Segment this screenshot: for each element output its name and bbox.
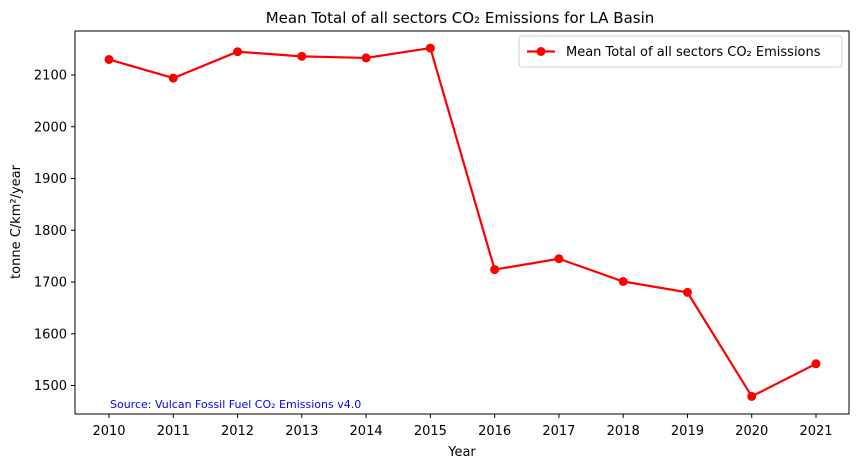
x-tick-label: 2016 [478,424,511,439]
data-point [168,73,178,83]
data-point [361,53,371,63]
x-tick-label: 2013 [285,424,318,439]
legend-marker-icon [536,47,546,56]
chart-title: Mean Total of all sectors CO₂ Emissions … [266,9,655,27]
data-point [297,51,307,61]
x-axis-label: Year [447,445,476,460]
x-tick-label: 2014 [350,424,383,439]
y-tick-label: 1600 [34,327,67,342]
y-tick-label: 1700 [34,276,67,291]
legend-box [518,35,843,68]
x-tick-label: 2015 [414,424,447,439]
legend: Mean Total of all sectors CO₂ Emissions [518,35,843,68]
series-points [104,43,821,401]
data-point [747,391,757,401]
y-tick-label: 1800 [34,224,67,239]
x-tick-label: 2012 [221,424,254,439]
y-tick-label: 2100 [34,68,67,83]
x-tick-label: 2020 [735,424,768,439]
y-axis: 1500 1600 1700 1800 1900 2000 2100 [34,68,75,394]
series-line [107,46,818,398]
data-point [682,287,692,297]
x-tick-label: 2021 [799,424,832,439]
y-tick-label: 1900 [34,172,67,187]
data-point [104,54,114,64]
source-annotation: Source: Vulcan Fossil Fuel CO₂ Emissions… [110,398,361,411]
y-axis-label: tonne C/km²/year [9,164,24,279]
x-tick-label: 2018 [607,424,640,439]
x-tick-label: 2019 [671,424,704,439]
data-point [811,359,821,369]
data-point [490,265,500,275]
x-tick-label: 2011 [157,424,190,439]
x-tick-label: 2017 [542,424,575,439]
y-tick-label: 1500 [34,379,67,394]
y-tick-label: 2000 [34,120,67,135]
legend-label: Mean Total of all sectors CO₂ Emissions [566,45,821,60]
x-axis: 2010 2011 2012 2013 2014 2015 2016 2017 2018 2019… [92,414,833,439]
data-point [233,47,243,57]
data-point [618,277,628,287]
data-point [554,254,564,264]
x-tick-label: 2010 [92,424,125,439]
data-point [425,43,435,53]
plot-area [74,30,850,415]
